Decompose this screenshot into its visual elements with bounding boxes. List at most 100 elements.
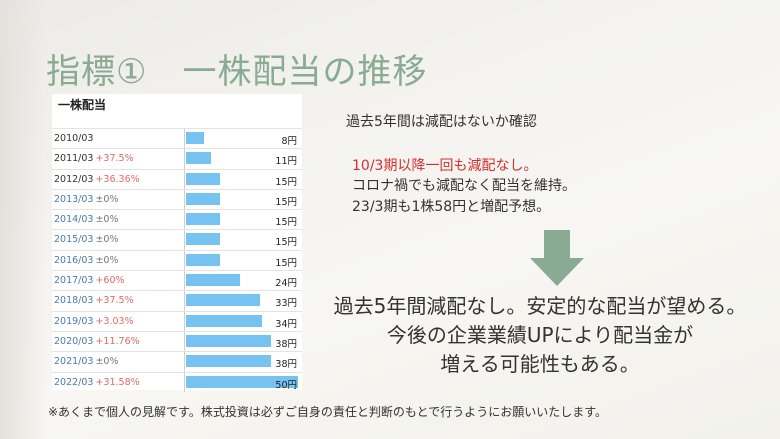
conclusion-line: 今後の企業業績UPにより配当金が [386, 323, 694, 347]
row-value: 11円 [275, 156, 297, 168]
bar-area: 15円 [184, 230, 300, 250]
dividend-bar [186, 314, 262, 327]
row-value: 15円 [275, 217, 297, 229]
point-line: 23/3期も1株58円と増配予想。 [352, 199, 551, 215]
table-row: 2019/03 +3.03% 34円 [52, 310, 302, 331]
row-year: 2011/03 [54, 153, 94, 165]
row-label: 2021/03 ±0% [54, 356, 119, 367]
bar-area: 38円 [184, 331, 300, 352]
dividend-bar [186, 192, 220, 205]
row-change: ±0% [95, 234, 119, 246]
table-row: 2011/03 +37.5% 11円 [52, 148, 302, 169]
row-year: 2017/03 [54, 275, 94, 287]
bar-area: 15円 [184, 189, 300, 210]
table-row: 2014/03 ±0% 15円 [52, 209, 302, 230]
row-label: 2015/03 ±0% [54, 234, 119, 245]
dividend-bar [186, 294, 260, 307]
row-year: 2021/03 [54, 356, 94, 368]
dividend-bar [186, 253, 220, 266]
conclusion-line: 増える可能性もある。 [440, 352, 640, 376]
table-row: 2013/03 ±0% 15円 [52, 188, 302, 210]
bar-area: 24円 [184, 271, 300, 291]
row-change: ±0% [95, 356, 119, 368]
row-value: 15円 [275, 196, 297, 208]
row-value: 8円 [281, 136, 297, 147]
bar-area: 50円 [184, 372, 300, 392]
row-label: 2017/03 +60% [54, 275, 125, 286]
row-value: 38円 [275, 338, 297, 350]
bar-area: 15円 [184, 250, 300, 271]
slide-title: 指標① 一株配当の推移 [46, 52, 428, 92]
dividend-bar [186, 213, 220, 226]
row-change: +31.58% [95, 376, 140, 388]
down-arrow-icon [530, 230, 584, 286]
table-row: 2015/03 ±0% 15円 [52, 229, 302, 250]
row-value: 33円 [275, 298, 297, 310]
row-value: 24円 [275, 278, 297, 290]
row-label: 2016/03 ±0% [54, 255, 119, 266]
table-row: 2018/03 +37.5% 33円 [52, 290, 302, 311]
row-year: 2016/03 [54, 254, 94, 266]
row-change: +60% [95, 275, 125, 287]
row-change: +37.5% [95, 295, 134, 307]
dividend-bar [186, 355, 271, 368]
dividend-bar [186, 274, 240, 287]
dividend-bar [186, 132, 204, 144]
check-text: 過去5年間は減配はないか確認 [346, 114, 537, 130]
row-label: 2019/03 +3.03% [54, 316, 134, 327]
row-year: 2014/03 [54, 214, 94, 226]
disclaimer: ※あくまで個人の見解です。株式投資は必ずご自身の責任と判断のもとで行うようにお願… [48, 405, 608, 419]
row-value: 34円 [275, 318, 297, 330]
row-year: 2018/03 [54, 295, 94, 307]
row-label: 2010/03 [54, 133, 93, 144]
bar-area: 11円 [184, 149, 300, 169]
row-change: +11.76% [95, 335, 140, 347]
row-year: 2012/03 [54, 173, 94, 185]
table-row: 2012/03 +36.36% 15円 [52, 168, 302, 189]
point-line: コロナ禍でも減配なく配当を維持。 [352, 178, 576, 194]
bar-area: 33円 [184, 291, 300, 311]
row-year: 2022/03 [54, 376, 94, 388]
row-value: 38円 [275, 359, 297, 371]
row-value: 50円 [275, 379, 297, 391]
row-label: 2012/03 +36.36% [54, 174, 140, 185]
row-label: 2018/03 +37.5% [54, 295, 134, 306]
row-label: 2020/03 +11.76% [54, 336, 140, 347]
row-label: 2013/03 ±0% [54, 194, 119, 205]
highlight-point: 10/3期以降一回も減配なし。 [352, 158, 538, 174]
row-value: 15円 [275, 237, 297, 249]
bar-area: 15円 [184, 169, 300, 189]
conclusion-line: 過去5年間減配なし。安定的な配当が望める。 [333, 294, 747, 318]
row-year: 2013/03 [54, 193, 94, 205]
bar-area: 8円 [184, 129, 300, 149]
row-label: 2011/03 +37.5% [54, 153, 134, 164]
dividend-bar [186, 375, 298, 388]
table-row: 2016/03 ±0% 15円 [52, 249, 302, 271]
row-year: 2020/03 [54, 335, 94, 347]
row-change: ±0% [95, 193, 119, 205]
row-year: 2019/03 [54, 315, 94, 327]
bar-area: 38円 [184, 352, 300, 372]
row-year: 2015/03 [54, 234, 94, 246]
row-change: ±0% [95, 254, 119, 266]
row-change: +37.5% [95, 153, 134, 165]
row-label: 2022/03 +31.58% [54, 377, 140, 388]
dividend-table: 一株配当 2010/03 8円 2011/03 +37.5% 11円 2012/03 +36… [52, 94, 302, 392]
dividend-bar [186, 334, 271, 347]
row-change: +36.36% [95, 173, 140, 185]
table-row: 2021/03 ±0% 38円 [52, 351, 302, 372]
dividend-bar [186, 172, 220, 185]
table-row: 2020/03 +11.76% 38円 [52, 330, 302, 352]
table-row: 2017/03 +60% 24円 [52, 270, 302, 291]
row-year: 2010/03 [54, 133, 94, 144]
slide-shade [0, 0, 46, 439]
table-row: 2022/03 +31.58% 50円 [52, 371, 302, 392]
row-value: 15円 [275, 257, 297, 269]
table-title: 一株配当 [58, 98, 107, 112]
table-row: 2010/03 8円 [52, 128, 302, 149]
table-rows: 2010/03 8円 2011/03 +37.5% 11円 2012/03 +36.36% 1… [52, 128, 302, 392]
dividend-bar [186, 152, 211, 165]
row-value: 15円 [275, 176, 297, 188]
row-change: +3.03% [95, 315, 134, 327]
row-change: ±0% [95, 214, 119, 226]
